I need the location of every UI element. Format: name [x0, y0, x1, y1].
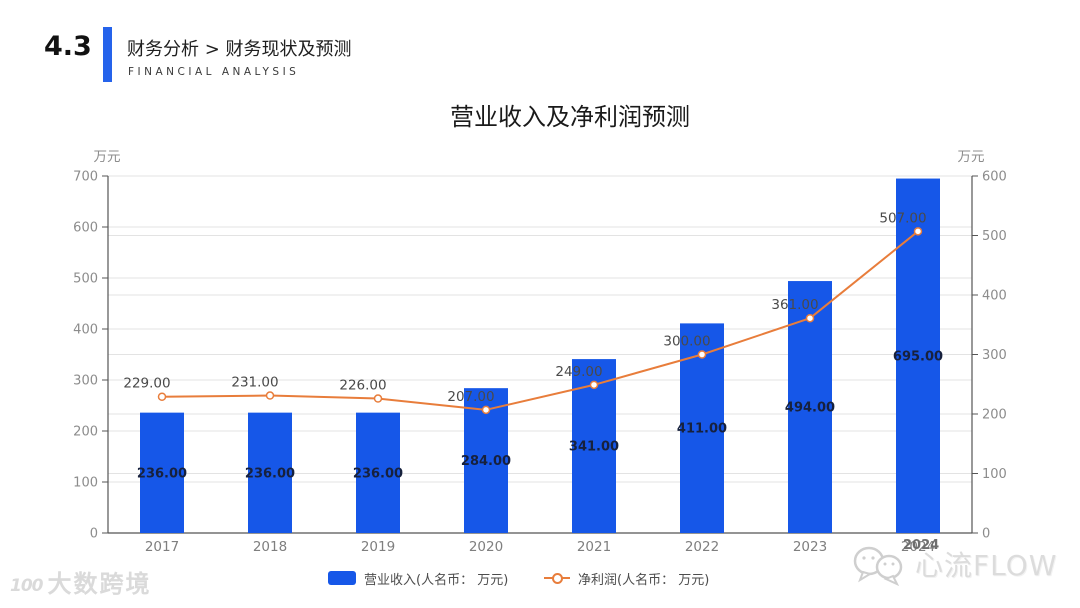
x-axis-label-2018: 2018 [253, 539, 287, 555]
right-axis-tick-label: 400 [982, 289, 1007, 304]
line-value-label: 226.00 [339, 378, 386, 394]
line-point-2018 [265, 391, 275, 400]
bar-2019 [356, 412, 400, 533]
bar-value-label: 236.00 [137, 466, 187, 481]
left-axis-tick-label: 300 [73, 374, 98, 389]
line-point-2020 [481, 405, 491, 415]
line-value-label: 249.00 [555, 364, 602, 380]
bar-2018 [248, 412, 292, 533]
line-point-2023 [805, 313, 815, 323]
x-axis-label-2022: 2022 [685, 539, 719, 555]
bar-value-label: 341.00 [569, 440, 619, 455]
line-point-2021 [589, 380, 599, 390]
revenue-legend-swatch [328, 571, 356, 585]
section-number: 4.3 [44, 31, 92, 62]
revenue-legend-label: 营业收入(人名币： 万元) [364, 572, 509, 588]
line-value-label: 231.00 [231, 375, 278, 391]
bar-value-label: 284.00 [461, 454, 511, 469]
line-value-label: 229.00 [123, 376, 170, 392]
dashu-logo-icon: 100 [10, 576, 43, 596]
profit-legend-label: 净利润(人名币： 万元) [578, 572, 710, 588]
line-value-label: 361.00 [771, 297, 818, 313]
left-axis-unit-label: 万元 [94, 149, 121, 165]
left-axis-tick-label: 100 [73, 476, 98, 491]
bar-2017 [140, 412, 184, 533]
profit-line [161, 230, 919, 411]
header-breadcrumb: 财务分析 > 财务现状及预测 [127, 39, 352, 60]
left-axis-tick-label: 400 [73, 323, 98, 338]
x-axis-label-2023: 2023 [793, 539, 827, 555]
right-axis-tick-label: 500 [982, 229, 1007, 244]
right-axis-unit-label: 万元 [958, 149, 985, 165]
line-value-label: 207.00 [447, 389, 494, 405]
bar-2024 [896, 178, 940, 534]
dashu-watermark: 100 大数跨境 [10, 564, 152, 599]
header-subtitle: FINANCIAL ANALYSIS [128, 66, 300, 78]
line-point-2019 [373, 394, 383, 403]
x-axis-label-2021: 2021 [577, 539, 611, 555]
bar-value-label: 236.00 [353, 466, 403, 481]
legend-item-revenue: 营业收入(人名币： 万元) [328, 570, 509, 588]
left-axis-tick-label: 600 [73, 221, 98, 236]
line-value-label: 507.00 [879, 210, 926, 226]
flow-watermark-text: 心流FLOW [915, 549, 1058, 582]
right-axis-tick-label: 300 [982, 348, 1007, 363]
right-axis-tick-label: 100 [982, 467, 1007, 482]
left-axis-tick-label: 700 [73, 170, 98, 185]
right-axis-tick-label: 600 [982, 170, 1007, 185]
left-axis-tick-label: 200 [73, 425, 98, 440]
line-point-2022 [697, 350, 707, 359]
bar-value-label: 236.00 [245, 466, 295, 481]
right-axis-tick-label: 200 [982, 408, 1007, 423]
flow-watermark-year: 2024 [903, 538, 940, 553]
dashu-watermark-text: 大数跨境 [47, 570, 152, 598]
left-axis-tick-label: 500 [73, 272, 98, 287]
right-axis-tick-label: 0 [982, 527, 990, 542]
x-axis-label-2020: 2020 [469, 539, 503, 555]
flow-bubbles-icon [853, 546, 903, 587]
profit-legend-marker-icon [544, 570, 570, 586]
chart-title: 营业收入及净利润预测 [450, 103, 690, 131]
bar-value-label: 695.00 [893, 349, 943, 364]
legend-item-profit: 净利润(人名币： 万元) [544, 570, 710, 588]
bar-value-label: 494.00 [785, 401, 835, 416]
x-axis-label-2017: 2017 [145, 539, 179, 555]
bar-value-label: 411.00 [677, 422, 727, 437]
line-value-label: 300.00 [663, 334, 710, 350]
x-axis-label-2024: 2024 [901, 539, 935, 555]
left-axis-tick-label: 0 [90, 527, 98, 542]
line-point-2024 [913, 227, 923, 236]
header-accent-bar [103, 27, 112, 82]
line-point-2017 [157, 392, 167, 401]
x-axis-label-2019: 2019 [361, 539, 395, 555]
